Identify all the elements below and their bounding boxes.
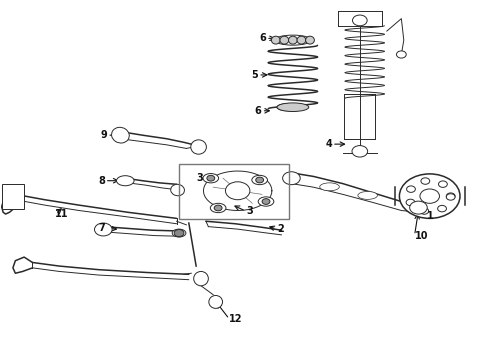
Ellipse shape xyxy=(203,174,219,183)
Ellipse shape xyxy=(410,201,427,214)
Text: 6: 6 xyxy=(255,106,262,116)
Text: 8: 8 xyxy=(98,176,105,186)
Text: 6: 6 xyxy=(259,33,266,43)
Circle shape xyxy=(256,177,264,183)
Ellipse shape xyxy=(358,192,377,199)
Text: 5: 5 xyxy=(251,70,258,80)
Text: 12: 12 xyxy=(229,314,243,324)
Circle shape xyxy=(396,51,406,58)
Circle shape xyxy=(420,189,440,203)
Ellipse shape xyxy=(191,140,206,154)
Text: 2: 2 xyxy=(277,224,284,234)
Circle shape xyxy=(406,199,415,206)
Ellipse shape xyxy=(277,103,309,112)
Circle shape xyxy=(446,193,455,199)
Circle shape xyxy=(399,174,460,219)
Ellipse shape xyxy=(210,203,226,213)
Ellipse shape xyxy=(172,229,186,237)
Circle shape xyxy=(446,194,455,200)
Text: 9: 9 xyxy=(100,130,107,140)
Ellipse shape xyxy=(289,36,297,44)
Bar xyxy=(2,184,24,210)
Ellipse shape xyxy=(297,36,306,44)
Ellipse shape xyxy=(117,176,134,186)
Circle shape xyxy=(420,208,429,214)
Circle shape xyxy=(262,199,270,204)
Text: 10: 10 xyxy=(415,231,428,240)
Circle shape xyxy=(207,175,215,181)
Text: 3: 3 xyxy=(196,173,203,183)
Ellipse shape xyxy=(171,184,184,196)
Ellipse shape xyxy=(271,36,280,44)
Text: 11: 11 xyxy=(55,209,69,219)
Ellipse shape xyxy=(252,175,268,185)
Ellipse shape xyxy=(95,223,112,236)
Ellipse shape xyxy=(112,127,129,143)
Text: 7: 7 xyxy=(98,223,105,233)
Ellipse shape xyxy=(209,296,222,309)
Circle shape xyxy=(407,186,416,192)
Ellipse shape xyxy=(283,172,300,185)
Circle shape xyxy=(352,15,367,26)
Circle shape xyxy=(439,181,447,188)
Ellipse shape xyxy=(280,36,289,44)
Circle shape xyxy=(421,178,430,184)
Circle shape xyxy=(352,145,368,157)
Bar xyxy=(179,164,289,220)
Circle shape xyxy=(438,206,446,212)
Circle shape xyxy=(174,229,184,237)
Circle shape xyxy=(214,205,222,211)
Ellipse shape xyxy=(194,271,208,286)
Text: 3: 3 xyxy=(246,206,253,216)
Text: 4: 4 xyxy=(325,139,332,149)
Text: 1: 1 xyxy=(427,211,434,221)
Ellipse shape xyxy=(320,183,339,191)
Ellipse shape xyxy=(258,197,274,206)
Circle shape xyxy=(225,182,250,200)
Ellipse shape xyxy=(306,36,315,44)
